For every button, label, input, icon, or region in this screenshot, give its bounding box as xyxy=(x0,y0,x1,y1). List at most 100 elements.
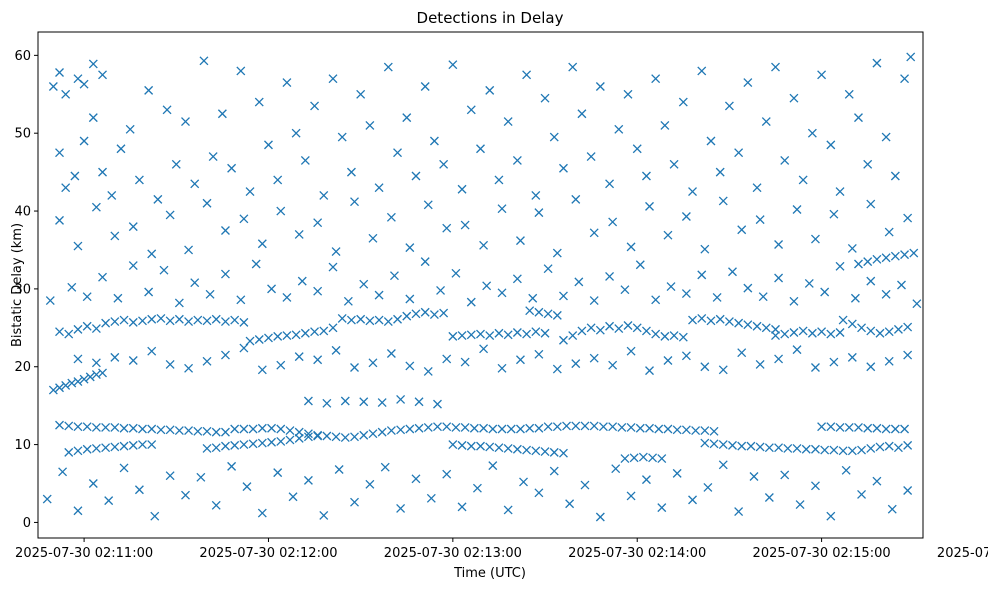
data-point xyxy=(549,132,559,142)
data-point xyxy=(331,432,341,442)
data-point xyxy=(359,279,369,289)
data-point xyxy=(55,148,64,158)
data-point xyxy=(193,426,203,436)
data-point xyxy=(383,317,393,327)
data-point xyxy=(128,423,138,433)
data-point xyxy=(589,296,599,306)
data-point xyxy=(285,435,295,445)
data-point xyxy=(82,321,92,331)
data-point xyxy=(826,329,836,339)
y-tick-label: 60 xyxy=(14,49,31,64)
data-point xyxy=(322,431,332,441)
data-point xyxy=(476,329,485,339)
data-point xyxy=(887,504,897,514)
data-point xyxy=(239,214,249,224)
data-point xyxy=(595,512,605,522)
data-point xyxy=(128,356,138,365)
data-point xyxy=(525,423,535,433)
data-point xyxy=(368,358,378,368)
data-point xyxy=(359,397,369,407)
data-point xyxy=(110,317,120,327)
data-point xyxy=(147,440,157,450)
data-point xyxy=(156,425,166,435)
data-point xyxy=(242,482,252,492)
data-point xyxy=(715,167,725,177)
data-point xyxy=(497,204,507,214)
data-point xyxy=(107,191,117,200)
data-point xyxy=(202,198,212,208)
data-point xyxy=(439,159,449,169)
data-point xyxy=(700,362,710,372)
data-point xyxy=(512,444,522,454)
data-point xyxy=(850,293,860,303)
data-point xyxy=(764,493,774,502)
data-point xyxy=(829,357,839,367)
data-point xyxy=(651,74,661,84)
data-point xyxy=(239,424,249,434)
data-point xyxy=(165,359,175,369)
y-axis-label: Bistatic Delay (km) xyxy=(10,223,25,347)
data-point xyxy=(55,383,64,393)
data-point xyxy=(368,429,378,439)
data-point xyxy=(291,128,301,138)
data-point xyxy=(574,277,584,287)
data-point xyxy=(174,314,184,324)
data-point xyxy=(386,349,396,358)
data-point xyxy=(460,422,470,432)
data-point xyxy=(798,175,808,185)
data-point xyxy=(426,493,436,503)
data-point xyxy=(743,320,753,330)
data-point xyxy=(866,276,876,286)
data-point xyxy=(343,296,353,306)
data-point xyxy=(605,321,615,331)
data-point xyxy=(755,359,765,369)
data-point xyxy=(460,357,470,367)
data-point xyxy=(626,346,636,356)
data-point xyxy=(128,317,138,327)
data-point xyxy=(340,433,350,443)
data-point xyxy=(807,328,817,338)
data-point xyxy=(405,243,415,253)
data-point xyxy=(405,424,415,434)
data-point xyxy=(635,260,645,270)
data-point xyxy=(227,163,237,173)
data-point xyxy=(469,423,479,433)
data-point xyxy=(780,470,790,480)
data-point xyxy=(900,424,910,434)
data-point xyxy=(472,483,482,493)
data-point xyxy=(91,358,101,368)
data-point xyxy=(559,335,568,345)
data-point xyxy=(780,329,790,339)
data-point xyxy=(88,113,98,123)
data-point xyxy=(534,423,544,433)
data-point xyxy=(220,441,230,451)
data-point xyxy=(466,297,476,307)
data-point xyxy=(810,234,820,244)
data-point xyxy=(881,132,891,142)
data-point xyxy=(728,267,737,277)
data-point xyxy=(829,209,839,219)
data-point xyxy=(903,440,913,450)
data-point xyxy=(479,240,489,250)
data-point xyxy=(872,423,882,433)
data-point xyxy=(73,422,83,432)
data-point xyxy=(857,445,867,455)
data-point xyxy=(515,236,525,246)
data-point xyxy=(497,424,507,434)
data-point xyxy=(752,183,762,193)
data-point xyxy=(119,463,129,473)
data-point xyxy=(681,425,691,435)
data-point xyxy=(543,264,553,274)
x-axis: 2025-07-30 02:11:00 2025-07-30 02:12:00 20… xyxy=(15,538,988,561)
x-tick-label: 2025-07-30 02:12:00 xyxy=(199,546,337,561)
data-point xyxy=(466,330,476,340)
data-point xyxy=(414,397,424,407)
data-point xyxy=(119,441,129,451)
data-point xyxy=(414,423,424,433)
data-point xyxy=(771,331,780,341)
data-point xyxy=(439,308,449,318)
data-point xyxy=(184,363,194,373)
data-point xyxy=(540,447,550,457)
data-point xyxy=(841,465,851,475)
data-point xyxy=(331,247,341,256)
